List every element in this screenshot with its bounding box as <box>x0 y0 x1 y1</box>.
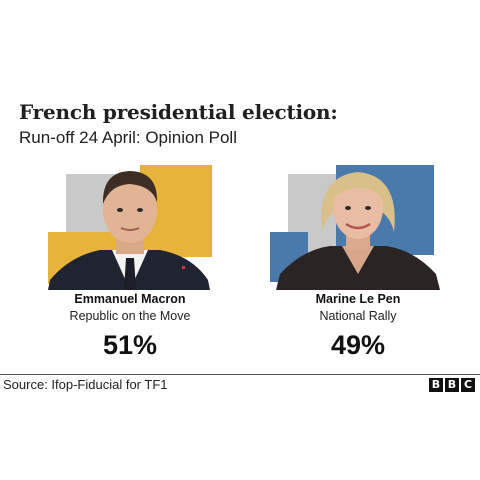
le-pen-portrait <box>258 162 458 290</box>
bbc-logo: B B C <box>429 378 475 392</box>
macron-portrait <box>30 162 230 290</box>
logo-letter: C <box>461 378 475 392</box>
footer-divider <box>0 374 480 375</box>
logo-letter: B <box>445 378 459 392</box>
chart-subtitle: Run-off 24 April: Opinion Poll <box>19 128 237 147</box>
candidate-party: National Rally <box>319 309 397 323</box>
candidate-name: Emmanuel Macron <box>74 292 186 306</box>
candidate-percentage: 49% <box>330 330 386 360</box>
candidate-card-macron: Emmanuel Macron Republic on the Move 51% <box>30 162 230 372</box>
chart-title: French presidential election: <box>19 100 338 124</box>
source-note: Source: Ifop-Fiducial for TF1 <box>3 377 168 392</box>
logo-letter: B <box>429 378 443 392</box>
candidate-card-le-pen: Marine Le Pen National Rally 49% <box>258 162 458 372</box>
candidate-name: Marine Le Pen <box>315 292 401 306</box>
candidate-percentage: 51% <box>102 330 158 360</box>
le-pen-photo <box>276 172 440 290</box>
candidate-party: Republic on the Move <box>69 309 191 323</box>
macron-photo <box>48 171 210 290</box>
